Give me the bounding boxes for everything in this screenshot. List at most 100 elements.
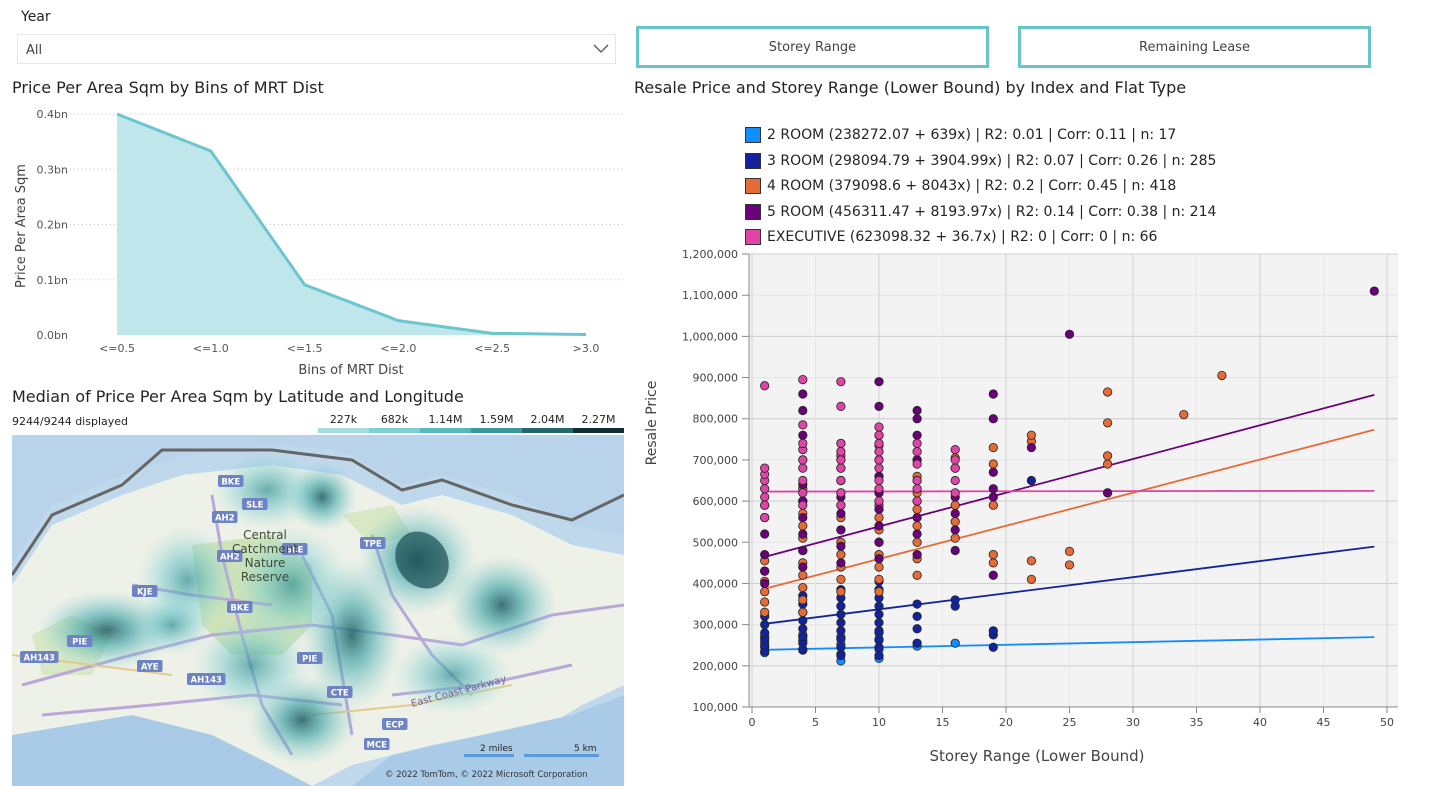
scatter-point[interactable] — [874, 512, 884, 523]
scatter-point[interactable] — [760, 512, 770, 523]
scatter-point[interactable] — [798, 500, 808, 510]
legend-item[interactable]: EXECUTIVE (623098.32 + 36.7x) | R2: 0 | … — [745, 227, 1157, 247]
scatter-point[interactable] — [798, 607, 808, 617]
scatter-point[interactable] — [1217, 370, 1227, 381]
scatter-point[interactable] — [874, 447, 884, 457]
scatter-point[interactable] — [874, 504, 884, 514]
scatter-point[interactable] — [798, 430, 808, 440]
scatter-point[interactable] — [988, 442, 998, 453]
scatter-point[interactable] — [988, 550, 998, 560]
scatter-point[interactable] — [950, 475, 960, 486]
legend-item[interactable]: 4 ROOM (379098.6 + 8043x) | R2: 0.2 | Co… — [745, 176, 1176, 196]
scatter-point[interactable] — [988, 467, 998, 477]
scatter-point[interactable] — [1102, 451, 1113, 461]
scatter-point[interactable] — [798, 405, 808, 416]
scatter-point[interactable] — [760, 463, 770, 473]
scatter-point[interactable] — [836, 463, 846, 473]
scatter-point[interactable] — [798, 455, 808, 465]
scatter-point[interactable] — [798, 389, 808, 399]
scatter-point[interactable] — [912, 504, 922, 514]
storey-range-button[interactable]: Storey Range — [636, 26, 989, 68]
scatter-point[interactable] — [836, 550, 846, 560]
scatter-point[interactable] — [760, 566, 770, 576]
legend-item[interactable]: 2 ROOM (238272.07 + 639x) | R2: 0.01 | C… — [745, 125, 1176, 145]
scatter-point[interactable] — [836, 525, 846, 535]
scatter-point[interactable] — [1064, 329, 1075, 339]
scatter-point[interactable] — [988, 642, 998, 652]
scatter-point[interactable] — [874, 496, 884, 506]
scatter-point[interactable] — [912, 475, 922, 486]
scatter-point[interactable] — [912, 496, 922, 506]
scatter-point[interactable] — [760, 484, 770, 494]
scatter-point[interactable] — [760, 578, 770, 589]
scatter-point[interactable] — [950, 595, 960, 605]
scatter-point[interactable] — [798, 624, 808, 634]
scatter-point[interactable] — [836, 508, 846, 519]
legend-item[interactable]: 5 ROOM (456311.47 + 8193.97x) | R2: 0.14… — [745, 202, 1216, 222]
scatter-point[interactable] — [1369, 286, 1379, 296]
scatter-point[interactable] — [1026, 442, 1036, 453]
scatter-point[interactable] — [874, 601, 884, 611]
scatter-point[interactable] — [950, 545, 960, 556]
scatter-point[interactable] — [988, 570, 998, 580]
scatter-point[interactable] — [950, 508, 960, 519]
scatter-point[interactable] — [874, 463, 884, 473]
scatter-point[interactable] — [950, 533, 960, 543]
scatter-point[interactable] — [912, 611, 922, 621]
scatter-point[interactable] — [836, 447, 846, 457]
scatter-point[interactable] — [950, 500, 960, 510]
remaining-lease-button[interactable]: Remaining Lease — [1018, 26, 1371, 68]
scatter-point[interactable] — [836, 587, 846, 597]
scatter-point[interactable] — [874, 455, 884, 465]
scatter-point[interactable] — [1026, 475, 1036, 486]
scatter-point[interactable] — [874, 537, 884, 547]
scatter-point[interactable] — [798, 632, 808, 642]
scatter-point[interactable] — [912, 570, 922, 580]
scatter-point[interactable] — [988, 484, 998, 494]
scatter-point[interactable] — [912, 405, 922, 416]
scatter-point[interactable] — [950, 445, 960, 455]
scatter-point[interactable] — [798, 475, 808, 486]
scatter-point[interactable] — [874, 574, 884, 584]
scatter-point[interactable] — [988, 500, 998, 510]
scatter-point[interactable] — [798, 512, 808, 523]
scatter-point[interactable] — [836, 609, 846, 619]
scatter-point[interactable] — [836, 455, 846, 465]
scatter-point[interactable] — [912, 624, 922, 634]
scatter-point[interactable] — [988, 414, 998, 424]
scatter-point[interactable] — [760, 529, 770, 539]
scatter-point[interactable] — [950, 638, 960, 648]
scatter-point[interactable] — [798, 615, 808, 626]
scatter-point[interactable] — [912, 529, 922, 539]
scatter-point[interactable] — [874, 422, 884, 432]
scatter-point[interactable] — [874, 401, 884, 411]
scatter-point[interactable] — [836, 617, 846, 628]
scatter-point[interactable] — [836, 438, 846, 449]
legend-item[interactable]: 3 ROOM (298094.79 + 3904.99x) | R2: 0.07… — [745, 151, 1216, 171]
scatter-point[interactable] — [798, 488, 808, 498]
scatter-point[interactable] — [760, 381, 770, 391]
scatter-point[interactable] — [912, 430, 922, 440]
scatter-point[interactable] — [1102, 387, 1113, 397]
scatter-point[interactable] — [798, 545, 808, 556]
scatter-point[interactable] — [874, 430, 884, 440]
scatter-point[interactable] — [836, 650, 846, 661]
scatter-point[interactable] — [912, 599, 922, 609]
scatter-point[interactable] — [760, 500, 770, 510]
scatter-point[interactable] — [950, 517, 960, 527]
scatter-point[interactable] — [1026, 430, 1036, 440]
scatter-point[interactable] — [798, 595, 808, 605]
scatter-point[interactable] — [874, 650, 884, 661]
scatter-point[interactable] — [798, 562, 808, 572]
scatter-point[interactable] — [988, 492, 998, 502]
scatter-point[interactable] — [950, 455, 960, 465]
scatter-point[interactable] — [798, 420, 808, 430]
scatter-point[interactable] — [1064, 560, 1075, 570]
scatter-point[interactable] — [760, 597, 770, 607]
scatter-point[interactable] — [798, 521, 808, 531]
scatter-point[interactable] — [912, 550, 922, 560]
scatter-point[interactable] — [912, 438, 922, 449]
scatter-point[interactable] — [760, 492, 770, 502]
map-area[interactable]: BKE SLE AH2 AH2 SLE TPE KJE BKE PIE AH143 AYE AH143… — [12, 435, 624, 786]
scatter-point[interactable] — [912, 459, 922, 469]
